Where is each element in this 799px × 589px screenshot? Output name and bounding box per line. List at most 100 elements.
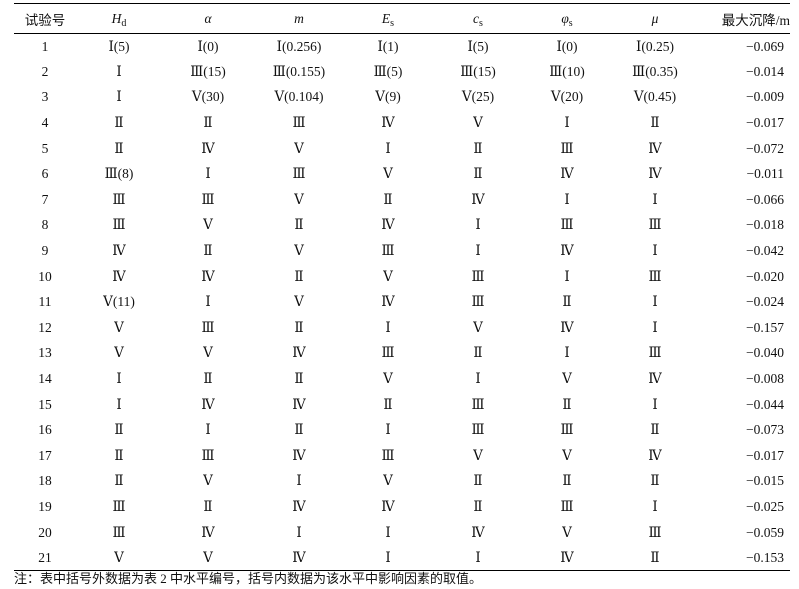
table-cell-cs: Ⅴ: [473, 319, 483, 335]
table-cell-cs: Ⅳ: [471, 524, 485, 540]
table-cell-alpha: Ⅱ: [203, 115, 213, 131]
table-cell-es: Ⅰ: [385, 319, 391, 335]
table-row: 19 Ⅲ Ⅱ Ⅳ Ⅳ Ⅱ Ⅲ Ⅰ −0.025: [14, 494, 790, 520]
table-cell-max: −0.015: [746, 473, 784, 489]
table-cell-no: 18: [38, 473, 52, 489]
table-row: 1 Ⅰ(5) Ⅰ(0) Ⅰ(0.256) Ⅰ(1) Ⅰ(5) Ⅰ(0) Ⅰ(0.25) −0.0…: [14, 34, 790, 60]
table-row: 6 Ⅲ(8) Ⅰ Ⅲ Ⅴ Ⅱ Ⅳ Ⅳ −0.011: [14, 161, 790, 187]
table-cell-alpha: Ⅳ: [201, 140, 215, 156]
table-cell-m: Ⅴ: [294, 191, 304, 207]
table-row: 4 Ⅱ Ⅱ Ⅲ Ⅳ Ⅴ Ⅰ Ⅱ −0.017: [14, 110, 790, 136]
table-cell-alpha: Ⅲ(15): [190, 63, 226, 79]
table-cell-alpha: Ⅰ: [205, 166, 211, 182]
table-cell-no: 10: [38, 268, 52, 284]
table-cell-cs: Ⅲ: [471, 294, 485, 310]
table-row: 9 Ⅳ Ⅱ Ⅴ Ⅲ Ⅰ Ⅳ Ⅰ −0.042: [14, 238, 790, 264]
table-row: 15 Ⅰ Ⅳ Ⅳ Ⅱ Ⅲ Ⅱ Ⅰ −0.044: [14, 392, 790, 418]
table-cell-m: Ⅱ: [294, 217, 304, 233]
table-cell-cs: Ⅴ(25): [461, 89, 495, 105]
table-cell-alpha: Ⅰ(0): [197, 38, 219, 54]
table-cell-es: Ⅰ(1): [377, 38, 399, 54]
table-cell-mu: Ⅳ: [648, 166, 662, 182]
table-cell-es: Ⅲ: [381, 243, 395, 259]
table-row: 20 Ⅲ Ⅳ Ⅰ Ⅰ Ⅳ Ⅴ Ⅲ −0.059: [14, 520, 790, 546]
table-cell-no: 20: [38, 524, 52, 540]
table-cell-es: Ⅳ: [381, 498, 395, 514]
table-cell-mu: Ⅱ: [650, 473, 660, 489]
table-cell-no: 9: [41, 243, 49, 259]
table-cell-phis: Ⅴ: [562, 447, 572, 463]
table-cell-hd: Ⅰ: [116, 63, 122, 79]
table-cell-hd: Ⅴ(11): [103, 294, 135, 310]
table-row: 21 Ⅴ Ⅴ Ⅳ Ⅰ Ⅰ Ⅳ Ⅱ −0.153: [14, 545, 790, 572]
table-cell-m: Ⅰ: [296, 524, 302, 540]
table-cell-hd: Ⅴ: [114, 345, 124, 361]
table-row: 2 Ⅰ Ⅲ(15) Ⅲ(0.155) Ⅲ(5) Ⅲ(15) Ⅲ(10) Ⅲ(0.35) −0.0…: [14, 59, 790, 85]
table-cell-cs: Ⅴ: [473, 447, 483, 463]
table-cell-no: 21: [14, 545, 76, 572]
column-header-mu: μ: [610, 3, 700, 34]
table-cell-cs: Ⅲ: [471, 396, 485, 412]
table-cell-no: 6: [41, 166, 49, 182]
table-cell-max: −0.011: [746, 166, 785, 182]
table-cell-hd: Ⅳ: [112, 243, 126, 259]
table-cell-hd: Ⅲ(8): [104, 166, 134, 182]
table-cell-cs: Ⅰ: [432, 545, 524, 572]
column-header-cs: cs: [432, 3, 524, 34]
table-cell-max: −0.069: [746, 38, 784, 54]
table-cell-mu: Ⅱ: [650, 115, 660, 131]
table-cell-hd: Ⅰ: [116, 396, 122, 412]
table-cell-cs: Ⅲ: [471, 422, 485, 438]
table-cell-mu: Ⅲ: [648, 268, 662, 284]
table-cell-phis: Ⅳ: [560, 319, 574, 335]
table-cell-alpha: Ⅲ: [201, 191, 215, 207]
table-cell-mu: Ⅰ: [652, 319, 658, 335]
table-cell-phis: Ⅴ: [562, 524, 572, 540]
table-cell-m: Ⅴ(0.104): [274, 89, 324, 105]
table-cell-m: Ⅰ(0.256): [276, 38, 322, 54]
table-row: 8 Ⅲ Ⅴ Ⅱ Ⅳ Ⅰ Ⅲ Ⅲ −0.018: [14, 213, 790, 239]
table-cell-cs: Ⅲ: [471, 268, 485, 284]
column-header-label: 试验号: [24, 12, 66, 28]
table-cell-alpha: Ⅴ: [162, 545, 254, 572]
table-cell-es: Ⅴ: [383, 166, 393, 182]
table-cell-phis: Ⅱ: [562, 294, 572, 310]
table-cell-max: −0.024: [746, 294, 784, 310]
table-cell-phis: Ⅰ: [564, 268, 570, 284]
table-row: 16 Ⅱ Ⅰ Ⅱ Ⅰ Ⅲ Ⅲ Ⅱ −0.073: [14, 417, 790, 443]
table-cell-es: Ⅰ: [344, 545, 432, 572]
table-cell-mu: Ⅲ: [648, 345, 662, 361]
table-cell-max: −0.157: [746, 319, 784, 335]
table-cell-m: Ⅴ: [294, 294, 304, 310]
table-row: 3 Ⅰ Ⅴ(30) Ⅴ(0.104) Ⅴ(9) Ⅴ(25) Ⅴ(20) Ⅴ(0.45) −0.0…: [14, 85, 790, 111]
table-cell-phis: Ⅰ: [564, 345, 570, 361]
table-cell-phis: Ⅲ: [560, 498, 574, 514]
column-header-alpha: α: [162, 3, 254, 34]
table-cell-mu: Ⅰ: [652, 498, 658, 514]
table-cell-m: Ⅴ: [294, 243, 304, 259]
table-cell-cs: Ⅰ(5): [467, 38, 489, 54]
table-cell-phis: Ⅱ: [562, 396, 572, 412]
table-cell-m: Ⅲ(0.155): [272, 63, 326, 79]
table-cell-mu: Ⅴ(0.45): [633, 89, 677, 105]
table-cell-alpha: Ⅴ: [203, 345, 213, 361]
table-cell-mu: Ⅲ: [648, 217, 662, 233]
table-cell-cs: Ⅳ: [471, 191, 485, 207]
orthogonal-test-table: 试验号 Hd α m Es cs φs μ 最大沉降/m 1 Ⅰ(5) Ⅰ(0) Ⅰ(0.256) Ⅰ(…: [14, 3, 790, 572]
table-cell-max: −0.018: [746, 217, 784, 233]
table-cell-mu: Ⅲ: [648, 524, 662, 540]
table-cell-phis: Ⅳ: [524, 545, 610, 572]
table-cell-no: 1: [41, 38, 49, 54]
column-header-label: E: [381, 10, 391, 26]
table-cell-phis: Ⅴ(20): [550, 89, 584, 105]
table-cell-max: −0.009: [746, 89, 784, 105]
table-cell-max: −0.017: [746, 115, 784, 131]
table-cell-no: 15: [38, 396, 52, 412]
table-cell-alpha: Ⅴ(30): [191, 89, 225, 105]
table-cell-es: Ⅴ: [383, 473, 393, 489]
table-row: 5 Ⅱ Ⅳ Ⅴ Ⅰ Ⅱ Ⅲ Ⅳ −0.072: [14, 136, 790, 162]
table-cell-no: 13: [38, 345, 52, 361]
table-cell-mu: Ⅳ: [648, 371, 662, 387]
column-header-subscript: d: [121, 17, 127, 29]
column-header-label: α: [204, 10, 212, 26]
